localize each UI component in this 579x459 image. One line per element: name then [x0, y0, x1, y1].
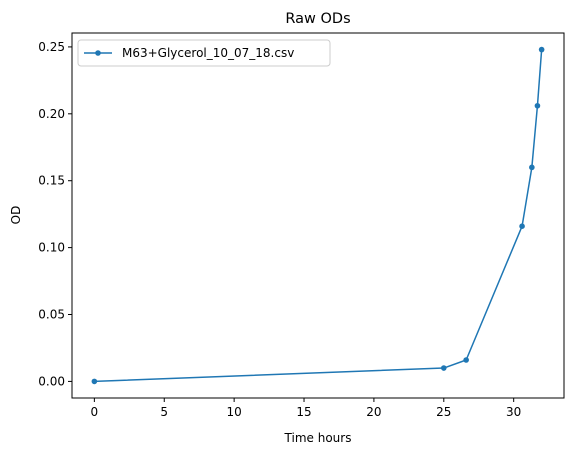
x-tick-label: 5 — [160, 405, 168, 419]
y-tick-label: 0.10 — [38, 241, 65, 255]
legend-entry-label: M63+Glycerol_10_07_18.csv — [122, 46, 294, 60]
data-point — [463, 357, 469, 363]
x-tick-label: 30 — [506, 405, 521, 419]
x-tick-label: 15 — [296, 405, 311, 419]
legend-box — [77, 39, 331, 67]
legend-marker-swatch — [95, 50, 101, 56]
y-tick-label: 0.05 — [38, 308, 65, 322]
y-axis-ticks: 0.00 0.05 0.10 0.15 0.20 0.25 — [38, 40, 72, 388]
y-tick-label: 0.20 — [38, 107, 65, 121]
legend: M63+Glycerol_10_07_18.csv — [77, 39, 331, 67]
x-axis-ticks: 0 5 10 15 20 25 30 — [91, 398, 521, 419]
y-tick-label: 0.00 — [38, 374, 65, 388]
x-tick-label: 0 — [91, 405, 99, 419]
data-point — [538, 46, 545, 53]
y-tick-label: 0.15 — [38, 174, 65, 188]
series-layer — [91, 46, 545, 385]
x-axis-label: Time hours — [284, 431, 352, 445]
x-tick-label: 20 — [366, 405, 381, 419]
data-point — [529, 164, 535, 171]
data-point — [534, 102, 541, 109]
data-point — [91, 378, 98, 385]
x-tick-label: 10 — [226, 405, 241, 419]
plot-area — [71, 32, 565, 399]
data-point — [519, 223, 525, 230]
chart-title: Raw ODs — [285, 11, 350, 27]
x-tick-label: 25 — [436, 405, 451, 419]
data-point — [440, 365, 447, 371]
y-axis-label: OD — [9, 206, 23, 225]
y-tick-label: 0.25 — [38, 40, 65, 54]
axes-frame — [71, 32, 565, 399]
